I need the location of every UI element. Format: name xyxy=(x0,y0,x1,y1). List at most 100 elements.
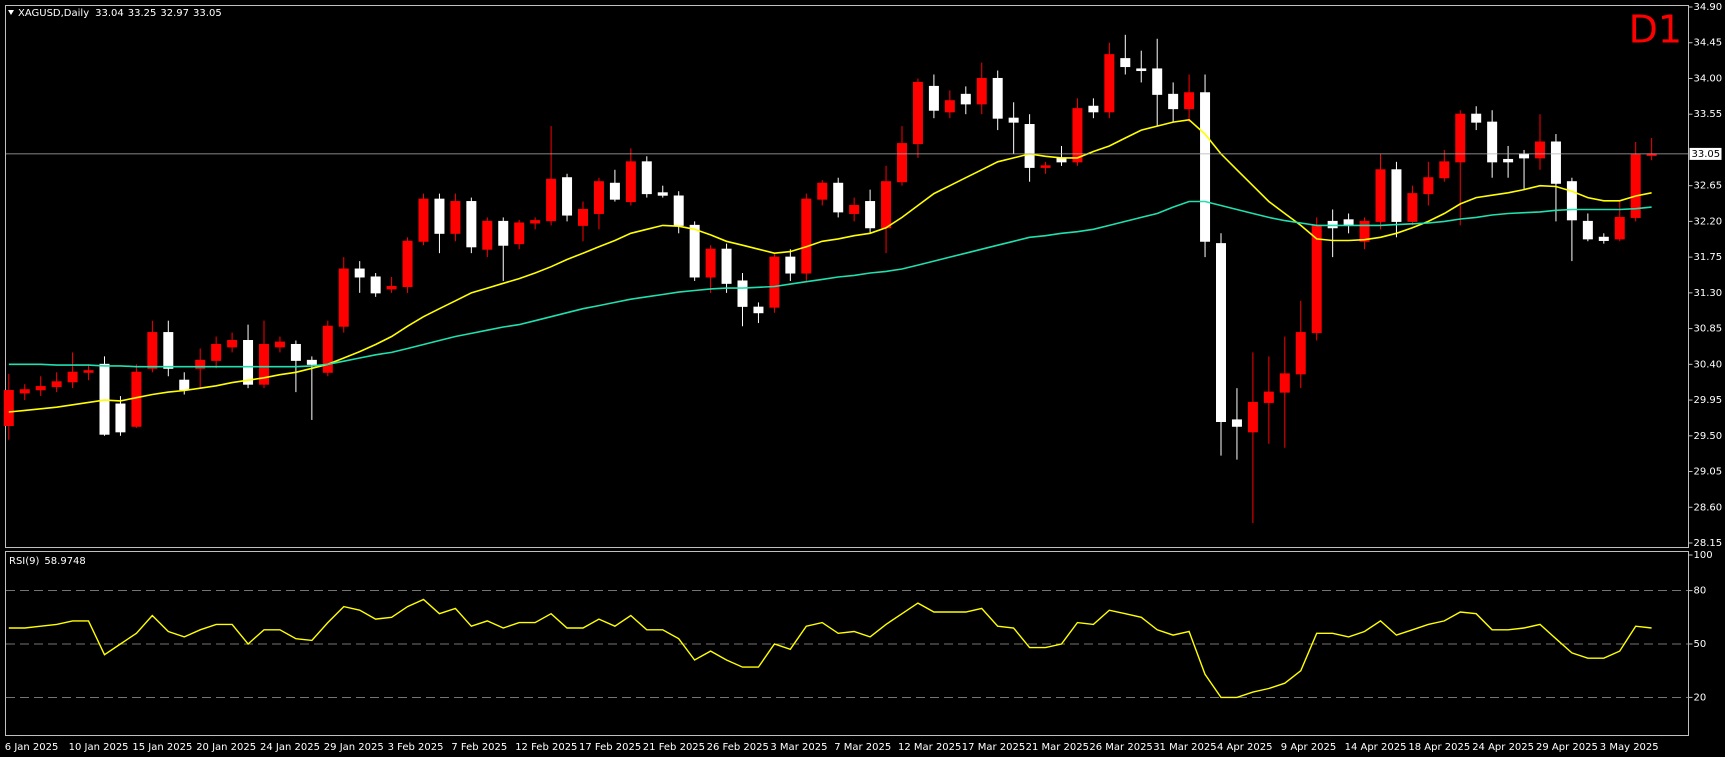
rsi-header: RSI(9) 58.9748 xyxy=(9,556,86,567)
candle-body xyxy=(928,85,939,111)
open-value: 33.04 xyxy=(95,8,124,19)
candle-body xyxy=(1152,68,1163,95)
x-tick-label: 21 Mar 2025 xyxy=(1026,742,1089,753)
candle-body xyxy=(737,280,748,307)
candle-body xyxy=(1168,93,1179,110)
candle-body xyxy=(131,371,142,427)
candle-body xyxy=(3,390,14,426)
y-tick-label: 80 xyxy=(1694,586,1707,597)
candle-body xyxy=(673,195,684,226)
candle-body xyxy=(1200,92,1211,242)
candle-body xyxy=(386,286,397,290)
x-tick-label: 31 Mar 2025 xyxy=(1153,742,1216,753)
candle-body xyxy=(753,306,764,314)
candle-body xyxy=(625,161,636,203)
candle-body xyxy=(609,182,620,200)
candle-body xyxy=(1487,121,1498,163)
x-tick-label: 3 Mar 2025 xyxy=(770,742,827,753)
candle-body xyxy=(912,81,923,145)
y-tick-label: 32.65 xyxy=(1694,181,1723,192)
candle-body xyxy=(179,379,190,391)
candle-body xyxy=(1630,154,1641,218)
x-tick-label: 12 Mar 2025 xyxy=(898,742,961,753)
y-tick-label: 20 xyxy=(1694,692,1707,703)
candle-body xyxy=(1407,193,1418,222)
close-value: 33.05 xyxy=(193,8,222,19)
y-tick-label: 100 xyxy=(1694,550,1713,561)
candle-body xyxy=(1311,224,1322,334)
candle-body xyxy=(1455,113,1466,163)
x-tick-label: 24 Jan 2025 xyxy=(260,742,320,753)
x-tick-label: 7 Feb 2025 xyxy=(451,742,507,753)
x-tick-label: 9 Apr 2025 xyxy=(1281,742,1336,753)
candle-body xyxy=(705,248,716,278)
x-tick-label: 7 Mar 2025 xyxy=(834,742,891,753)
candle-body xyxy=(657,192,668,196)
candle-body xyxy=(641,161,652,195)
y-tick-label: 34.45 xyxy=(1694,38,1723,49)
collapse-icon[interactable] xyxy=(8,10,14,15)
candle-body xyxy=(785,256,796,274)
candle-body xyxy=(1391,169,1402,222)
candle-body xyxy=(944,100,955,113)
candle-body xyxy=(1008,117,1019,123)
candle-body xyxy=(259,343,269,385)
candle-body xyxy=(243,340,254,385)
y-tick-label: 34.00 xyxy=(1694,73,1723,84)
candle-body xyxy=(1439,161,1450,179)
candle-body xyxy=(1120,58,1131,68)
candle-body xyxy=(163,332,174,369)
candle-body xyxy=(1566,181,1577,221)
x-tick-label: 21 Feb 2025 xyxy=(643,742,705,753)
y-tick-label: 28.15 xyxy=(1694,538,1723,549)
candle-body xyxy=(1136,68,1147,72)
x-tick-label: 10 Jan 2025 xyxy=(69,742,129,753)
candle-body xyxy=(1295,332,1306,375)
candle-body xyxy=(147,332,158,369)
candle-body xyxy=(402,240,413,288)
x-tick-label: 26 Feb 2025 xyxy=(707,742,769,753)
candle-body xyxy=(514,222,525,245)
candle-body xyxy=(1072,108,1083,163)
candle-body xyxy=(1598,236,1609,241)
candle-body xyxy=(115,403,126,433)
x-tick-label: 17 Feb 2025 xyxy=(579,742,641,753)
rsi-value: 58.9748 xyxy=(44,556,85,567)
x-tick-label: 15 Jan 2025 xyxy=(132,742,192,753)
candle-body xyxy=(881,181,892,229)
x-tick-label: 29 Apr 2025 xyxy=(1536,742,1598,753)
candle-body xyxy=(1503,158,1514,163)
candle-body xyxy=(211,343,222,361)
candle-body xyxy=(976,77,987,105)
candle-body xyxy=(83,370,94,373)
candle-body xyxy=(992,77,1003,119)
candle-body xyxy=(865,201,876,229)
candle-body xyxy=(833,182,844,213)
x-tick-label: 4 Apr 2025 xyxy=(1217,742,1272,753)
candle-body xyxy=(1088,105,1099,113)
x-tick-label: 3 Feb 2025 xyxy=(388,742,444,753)
x-tick-label: 12 Feb 2025 xyxy=(515,742,577,753)
symbol: XAGUSD,Daily xyxy=(18,8,89,19)
y-tick-label: 33.55 xyxy=(1694,109,1723,120)
y-tick-label: 31.30 xyxy=(1694,288,1723,299)
candle-body xyxy=(960,93,971,105)
candle-body xyxy=(35,386,46,391)
x-tick-label: 24 Apr 2025 xyxy=(1472,742,1534,753)
plot-layer: 34.90 34.45 34.00 33.55 32.65 32.20 31.75 31.30… xyxy=(3,2,1723,753)
candle-body xyxy=(1614,216,1625,240)
x-tick-label: 20 Jan 2025 xyxy=(196,742,256,753)
candle-body xyxy=(546,178,557,222)
chart-header: XAGUSD,Daily 33.04 33.25 32.97 33.05 xyxy=(18,8,222,19)
low-value: 32.97 xyxy=(160,8,189,19)
y-tick-label: 34.90 xyxy=(1694,2,1723,13)
candle-body xyxy=(99,363,110,435)
price-panel xyxy=(5,5,1689,548)
candle-body xyxy=(1343,219,1354,226)
candle-body xyxy=(897,143,907,183)
candle-body xyxy=(306,359,317,365)
y-tick-label: 50 xyxy=(1694,639,1707,650)
candle-body xyxy=(578,208,588,226)
